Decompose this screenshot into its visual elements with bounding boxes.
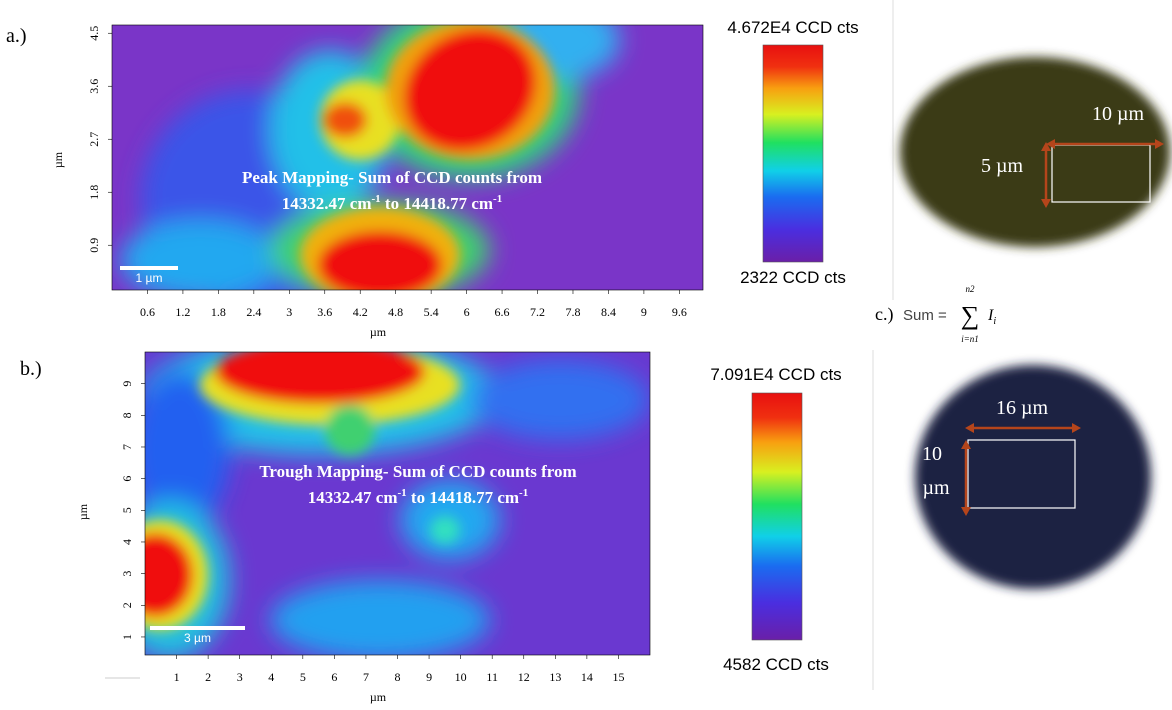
y-tick-label: 8 xyxy=(120,412,134,418)
x-tick-label: 0.6 xyxy=(140,305,155,319)
dimension-arrows xyxy=(961,423,1081,516)
y-axis-label: µm xyxy=(76,503,90,520)
dimension-label: µm xyxy=(922,477,950,499)
superscript: -1 xyxy=(519,487,528,499)
dimension-arrows xyxy=(1041,139,1164,208)
x-tick-label: 12 xyxy=(518,670,530,684)
y-tick-label: 3.6 xyxy=(87,79,101,94)
x-tick-label: 3 xyxy=(286,305,292,319)
x-tick-label: 5.4 xyxy=(424,305,439,319)
x-tick-label: 10 xyxy=(455,670,467,684)
scale-bar-label: 3 µm xyxy=(184,631,211,645)
y-tick-label: 5 xyxy=(120,507,134,513)
formula-upper: n2 xyxy=(966,284,976,294)
x-tick-label: 6.6 xyxy=(495,305,510,319)
heatmap-a xyxy=(112,25,703,290)
annotation: Trough Mapping- Sum of CCD counts from xyxy=(259,462,576,481)
x-tick-label: 4.2 xyxy=(353,305,368,319)
colorbar-min-label: 2322 CCD cts xyxy=(740,268,846,287)
y-tick-label: 4.5 xyxy=(87,26,101,41)
x-tick-label: 8.4 xyxy=(601,305,616,319)
formula-lower: i=n1 xyxy=(961,334,979,344)
dimension-label: 5 µm xyxy=(981,155,1024,177)
y-axis-label: µm xyxy=(51,151,65,168)
annotation-part: 14332.47 cm xyxy=(282,194,372,213)
formula-sub: i xyxy=(993,316,996,327)
x-axis-label: µm xyxy=(370,325,387,339)
x-tick-label: 1.2 xyxy=(175,305,190,319)
superscript: -1 xyxy=(372,193,381,205)
x-tick-label: 7.2 xyxy=(530,305,545,319)
x-tick-label: 11 xyxy=(486,670,498,684)
x-tick-label: 9.6 xyxy=(672,305,687,319)
y-tick-label: 7 xyxy=(120,444,134,450)
scale-bar-label: 1 µm xyxy=(136,271,163,285)
formula-symbol: ∑ xyxy=(961,301,980,330)
y-tick-label: 9 xyxy=(120,381,134,387)
x-tick-label: 3.6 xyxy=(317,305,332,319)
x-tick-label: 2.4 xyxy=(246,305,261,319)
x-tick-label: 7 xyxy=(363,670,369,684)
plot-frame xyxy=(111,24,704,291)
superscript: -1 xyxy=(398,487,407,499)
colorbar-min-label: 4582 CCD cts xyxy=(723,655,829,674)
y-tick-label: 1 xyxy=(120,634,134,640)
annotation-part: 14332.47 cm xyxy=(308,488,398,507)
x-tick-label: 5 xyxy=(300,670,306,684)
annotation-part: to 14418.77 cm xyxy=(407,488,519,507)
formula: c.) Sum = ∑ n2 i=n1 Ii xyxy=(875,284,996,344)
microscope-photo xyxy=(915,365,1151,589)
x-tick-label: 14 xyxy=(581,670,593,684)
colorbar-max-label: 4.672E4 CCD cts xyxy=(727,18,858,37)
x-tick-label: 7.8 xyxy=(565,305,580,319)
annotation: 14332.47 cm-1 to 14418.77 cm-1 xyxy=(282,193,502,213)
y-tick-label: 0.9 xyxy=(87,238,101,253)
dimension-label: 10 xyxy=(922,443,942,465)
map-region xyxy=(967,439,1076,509)
colorbar xyxy=(762,44,824,263)
formula-lhs: Sum = xyxy=(903,307,947,324)
x-tick-label: 1.8 xyxy=(211,305,226,319)
dimension-label: 16 µm xyxy=(996,397,1049,419)
x-tick-label: 8 xyxy=(395,670,401,684)
formula-term: Ii xyxy=(987,307,996,327)
y-tick-label: 2 xyxy=(120,602,134,608)
panel-label: c.) xyxy=(875,304,893,325)
dimension-label: 10 µm xyxy=(1092,103,1145,125)
annotation: 14332.47 cm-1 to 14418.77 cm-1 xyxy=(308,487,528,507)
y-tick-label: 4 xyxy=(120,539,134,545)
y-tick-label: 6 xyxy=(120,476,134,482)
heatmap-b xyxy=(145,352,650,655)
annotation: Peak Mapping- Sum of CCD counts from xyxy=(242,168,542,187)
y-tick-label: 1.8 xyxy=(87,185,101,200)
x-tick-label: 4 xyxy=(268,670,274,684)
x-axis-label: µm xyxy=(370,690,387,704)
microscope-photo xyxy=(900,57,1170,247)
annotation-part: to 14418.77 cm xyxy=(381,194,493,213)
superscript: -1 xyxy=(493,193,502,205)
x-tick-label: 2 xyxy=(205,670,211,684)
panel-label: a.) xyxy=(6,25,27,47)
y-tick-label: 3 xyxy=(120,571,134,577)
colorbar xyxy=(751,392,803,641)
x-tick-label: 1 xyxy=(174,670,180,684)
x-tick-label: 9 xyxy=(641,305,647,319)
x-tick-label: 6 xyxy=(464,305,470,319)
colorbar-max-label: 7.091E4 CCD cts xyxy=(710,365,841,384)
panel-label: b.) xyxy=(20,358,42,380)
formula-term: I xyxy=(987,307,994,324)
x-tick-label: 9 xyxy=(426,670,432,684)
y-tick-label: 2.7 xyxy=(87,132,101,147)
x-tick-label: 6 xyxy=(331,670,337,684)
x-tick-label: 13 xyxy=(549,670,561,684)
x-tick-label: 3 xyxy=(237,670,243,684)
x-tick-label: 4.8 xyxy=(388,305,403,319)
x-tick-label: 15 xyxy=(612,670,624,684)
